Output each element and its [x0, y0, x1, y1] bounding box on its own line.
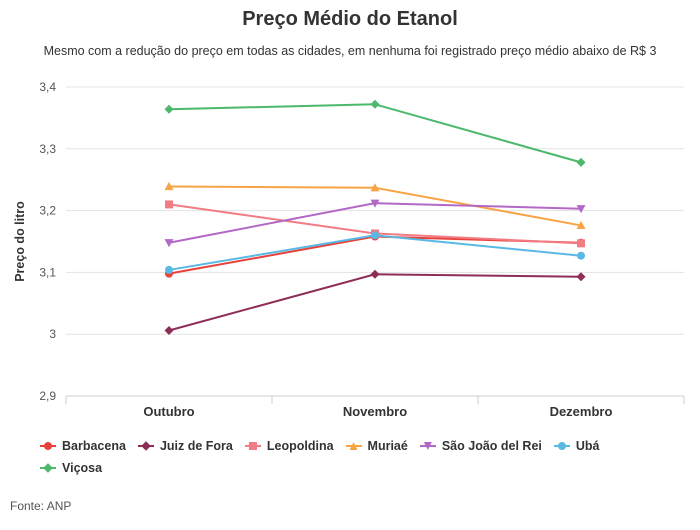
legend-item[interactable]: Viçosa — [40, 460, 102, 476]
y-tick-label: 3,3 — [39, 142, 56, 156]
y-axis-label: Preço do litro — [13, 201, 27, 282]
data-point-leopoldina — [165, 200, 173, 209]
legend-marker-icon — [419, 440, 436, 452]
chart-legend: Barbacena Juiz de Fora Leopoldina Muriaé São… — [40, 438, 680, 482]
legend-marker-icon — [137, 440, 154, 452]
data-point-uba — [371, 231, 379, 240]
data-point-leopoldina — [577, 239, 585, 248]
x-tick-label: Outubro — [143, 404, 194, 419]
legend-label: Juiz de Fora — [159, 439, 233, 453]
legend-dot — [44, 442, 52, 450]
data-point-uba — [165, 265, 173, 274]
data-point-uba — [577, 251, 585, 260]
legend-label: São João del Rei — [441, 439, 542, 453]
legend-item[interactable]: Leopoldina — [244, 438, 334, 454]
legend-label: Ubá — [575, 439, 600, 453]
y-tick-label: 2,9 — [39, 389, 56, 403]
legend-dot — [141, 441, 151, 451]
series-line-vicosa — [168, 103, 582, 164]
legend-marker-icon — [345, 440, 362, 452]
legend-label: Viçosa — [62, 461, 103, 475]
data-point-muriae — [164, 181, 174, 191]
data-point-vicosa — [370, 99, 380, 109]
legend-dot — [43, 463, 53, 473]
chart-subtitle: Mesmo com a redução do preço em todas as… — [43, 44, 657, 58]
source-note: Fonte: ANP — [10, 499, 72, 513]
legend-item[interactable]: Muriaé — [345, 438, 408, 454]
legend-marker-icon — [40, 462, 56, 474]
legend-item[interactable]: Juiz de Fora — [137, 438, 233, 454]
x-tick-label: Dezembro — [550, 404, 613, 419]
data-point-juiz-de-fora — [164, 325, 174, 335]
data-point-sao-joao-del-rei — [370, 199, 380, 208]
data-point-juiz-de-fora — [370, 269, 380, 279]
data-point-vicosa — [576, 157, 586, 167]
legend-dot — [349, 442, 358, 450]
legend-dot — [248, 442, 257, 450]
legend-item[interactable]: São João del Rei — [419, 438, 542, 454]
legend-dot — [423, 442, 432, 450]
legend-label: Muriaé — [367, 439, 408, 453]
y-tick-label: 3 — [49, 327, 56, 341]
y-tick-label: 3,4 — [39, 80, 56, 94]
x-tick-label: Novembro — [343, 404, 407, 419]
data-point-sao-joao-del-rei — [164, 239, 174, 248]
data-point-muriae — [576, 220, 586, 230]
legend-dot — [557, 442, 566, 450]
series-line-juiz-de-fora — [168, 273, 582, 332]
series-line-barbacena — [168, 235, 582, 275]
data-point-muriae — [370, 183, 380, 192]
legend-marker-icon — [553, 440, 570, 452]
data-point-juiz-de-fora — [576, 272, 586, 282]
legend-item[interactable]: Barbacena — [40, 438, 126, 454]
y-tick-label: 3,1 — [39, 265, 56, 279]
legend-label: Barbacena — [62, 439, 126, 453]
data-point-vicosa — [164, 104, 174, 114]
data-point-sao-joao-del-rei — [576, 205, 586, 214]
legend-marker-icon — [244, 440, 261, 452]
y-tick-label: 3,2 — [39, 204, 56, 218]
legend-item[interactable]: Ubá — [553, 438, 600, 454]
line-chart: 2,9 3 3,1 3,2 3,3 3,4 Outubro Novembro Dezembro P… — [13, 80, 685, 419]
chart-title: Preço Médio do Etanol — [242, 8, 458, 30]
legend-label: Leopoldina — [266, 439, 334, 453]
legend-marker-icon — [40, 440, 56, 452]
